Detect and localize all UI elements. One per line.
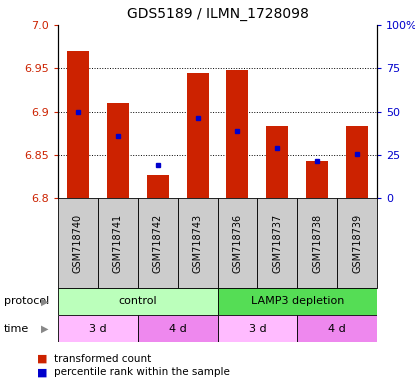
Bar [306,161,328,198]
Bar [337,198,377,288]
Text: transformed count: transformed count [54,354,151,364]
Bar [58,315,138,342]
Bar [147,175,168,198]
Bar [138,198,178,288]
Text: GSM718739: GSM718739 [352,214,362,273]
Bar [138,315,217,342]
Bar [217,288,377,315]
Text: 3 d: 3 d [249,323,266,333]
Text: percentile rank within the sample: percentile rank within the sample [54,367,230,377]
Bar [227,70,249,198]
Text: ▶: ▶ [42,296,49,306]
Text: control: control [118,296,157,306]
Bar [266,126,288,198]
Text: 4 d: 4 d [328,323,346,333]
Bar [297,198,337,288]
Text: time: time [4,323,29,333]
Bar [217,198,257,288]
Bar [297,315,377,342]
Bar [67,51,89,198]
Text: GSM718736: GSM718736 [232,214,242,273]
Bar [187,73,208,198]
Bar [58,288,217,315]
Text: protocol: protocol [4,296,49,306]
Bar [346,126,368,198]
Text: GSM718737: GSM718737 [272,214,282,273]
Text: GSM718743: GSM718743 [193,214,203,273]
Title: GDS5189 / ILMN_1728098: GDS5189 / ILMN_1728098 [127,7,308,21]
Bar [217,315,297,342]
Text: 4 d: 4 d [169,323,186,333]
Bar [107,103,129,198]
Text: ▶: ▶ [42,323,49,333]
Bar [98,198,138,288]
Bar [257,198,297,288]
Text: 3 d: 3 d [89,323,107,333]
Text: GSM718738: GSM718738 [312,214,322,273]
Bar [178,198,217,288]
Text: GSM718742: GSM718742 [153,214,163,273]
Text: GSM718741: GSM718741 [113,214,123,273]
Text: GSM718740: GSM718740 [73,214,83,273]
Text: LAMP3 depletion: LAMP3 depletion [251,296,344,306]
Bar [58,198,98,288]
Text: ■: ■ [37,367,48,377]
Text: ■: ■ [37,354,48,364]
